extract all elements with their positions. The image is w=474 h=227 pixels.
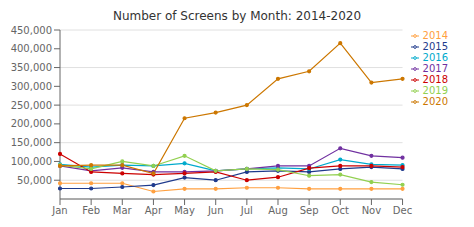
html-text:2019: 2019 xyxy=(422,85,448,96)
svg-text:450,000: 450,000 xyxy=(11,25,52,36)
html-text:Number of Screens by Month: 20: Number of Screens by Month: 2014-2020 xyxy=(112,9,362,23)
svg-text:Sep: Sep xyxy=(300,205,319,216)
svg-text:Aug: Aug xyxy=(268,205,288,216)
svg-text:50,000: 50,000 xyxy=(17,175,52,186)
svg-text:Jul: Jul xyxy=(240,205,253,216)
svg-text:Jun: Jun xyxy=(207,205,224,216)
html-text:2020: 2020 xyxy=(422,96,448,107)
svg-text:300,000: 300,000 xyxy=(11,81,52,92)
svg-text:Feb: Feb xyxy=(82,205,100,216)
svg-text:200,000: 200,000 xyxy=(11,118,52,129)
svg-text:Apr: Apr xyxy=(145,205,163,216)
svg-text:Oct: Oct xyxy=(332,205,349,216)
svg-text:Mar: Mar xyxy=(113,205,133,216)
svg-text:Dec: Dec xyxy=(393,205,412,216)
html-text:2014: 2014 xyxy=(422,30,448,41)
svg-text:100,000: 100,000 xyxy=(11,156,52,167)
svg-text:250,000: 250,000 xyxy=(11,100,52,111)
html-text:2018: 2018 xyxy=(422,74,448,85)
svg-text:Nov: Nov xyxy=(362,205,382,216)
svg-text:400,000: 400,000 xyxy=(11,43,52,54)
html-text:2016: 2016 xyxy=(422,52,448,63)
html-text:2015: 2015 xyxy=(422,41,448,52)
html-text:2017: 2017 xyxy=(422,63,448,74)
svg-text:May: May xyxy=(174,205,195,216)
svg-text:350,000: 350,000 xyxy=(11,62,52,73)
svg-text:Jan: Jan xyxy=(51,205,67,216)
svg-text:150,000: 150,000 xyxy=(11,137,52,148)
